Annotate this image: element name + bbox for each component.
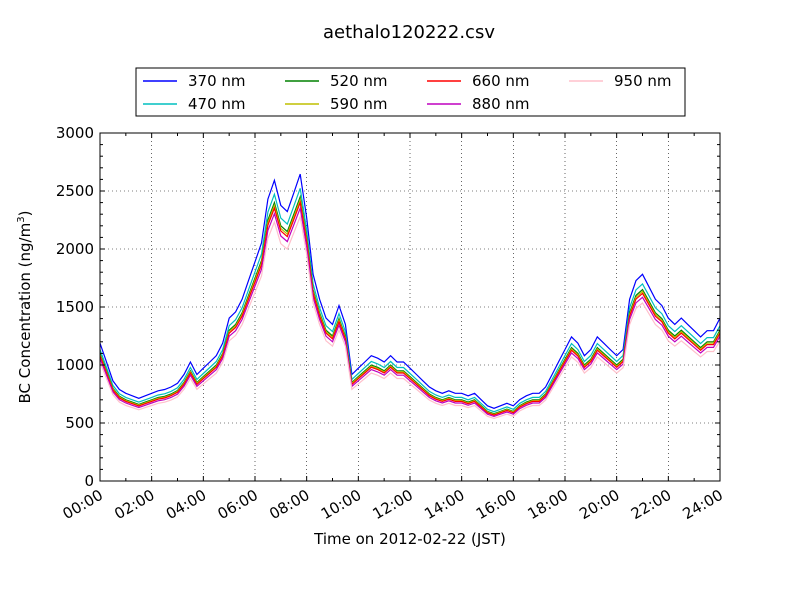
- x-tick-label: 14:00: [421, 486, 467, 523]
- x-axis-label: Time on 2012-02-22 (JST): [313, 530, 506, 548]
- x-tick-label: 18:00: [525, 486, 571, 523]
- series-line-370-nm: [99, 173, 721, 409]
- y-axis-label-sup: 3: [16, 216, 27, 222]
- y-axis-label-main: BC Concentration (ng/m: [16, 223, 34, 404]
- legend-label: 520 nm: [330, 72, 388, 90]
- legend-label: 660 nm: [472, 72, 530, 90]
- y-tick-label: 2000: [56, 240, 94, 258]
- x-tick-label: 10:00: [318, 486, 364, 523]
- x-tick-label: 06:00: [215, 486, 261, 523]
- series-line-950-nm: [99, 214, 721, 420]
- x-tick-label: 04:00: [163, 486, 209, 523]
- legend-label: 470 nm: [188, 95, 246, 113]
- ticks: 00:00 02:00 04:00 06:00 08:00 10:00 12:00 14:00…: [56, 124, 726, 523]
- legend-box: [135, 67, 686, 117]
- chart-title: aethalo120222.csv: [323, 22, 495, 43]
- legend-label: 950 nm: [614, 72, 672, 90]
- y-axis-label: BC Concentration (ng/m3): [16, 211, 34, 404]
- x-tick-label: 20:00: [576, 486, 622, 523]
- legend-label: 590 nm: [330, 95, 388, 113]
- x-tick-label: 12:00: [370, 486, 416, 523]
- x-tick-label: 24:00: [680, 486, 726, 523]
- legend-label: 370 nm: [188, 72, 246, 90]
- y-tick-label: 1500: [56, 298, 94, 316]
- x-tick-label: 00:00: [60, 486, 106, 523]
- y-tick-label: 3000: [56, 124, 94, 142]
- series-line-520-nm: [99, 194, 721, 415]
- grid: [100, 133, 720, 481]
- series-line-590-nm: [99, 197, 721, 416]
- y-tick-label: 2500: [56, 182, 94, 200]
- y-tick-label: 0: [84, 472, 94, 490]
- x-tick-label: 02:00: [111, 486, 157, 523]
- series-line-660-nm: [99, 200, 721, 416]
- x-tick-label: 16:00: [473, 486, 519, 523]
- y-tick-label: 1000: [56, 356, 94, 374]
- y-axis-label-tail: ): [16, 211, 34, 217]
- x-tick-label: 08:00: [266, 486, 312, 523]
- series-line-470-nm: [99, 188, 721, 413]
- series-lines: [99, 173, 721, 420]
- x-tick-label: 22:00: [628, 486, 674, 523]
- series-line-880-nm: [99, 205, 721, 418]
- legend-label: 880 nm: [472, 95, 530, 113]
- y-tick-label: 500: [65, 414, 94, 432]
- legend: 370 nm 470 nm 520 nm 590 nm 660 nm 880 nm 950 …: [135, 67, 686, 117]
